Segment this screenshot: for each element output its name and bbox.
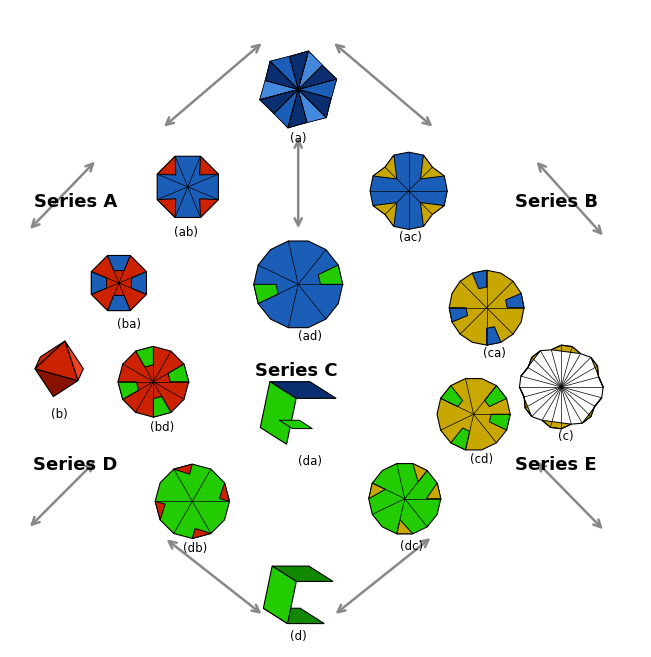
Text: (cd): (cd): [470, 453, 493, 466]
Polygon shape: [279, 420, 312, 428]
Polygon shape: [200, 199, 218, 217]
Polygon shape: [318, 265, 342, 284]
Text: (da): (da): [298, 455, 322, 468]
Polygon shape: [260, 61, 298, 100]
Polygon shape: [91, 256, 146, 311]
Polygon shape: [450, 428, 470, 450]
Text: (d): (d): [290, 630, 307, 643]
Polygon shape: [107, 256, 130, 271]
Polygon shape: [91, 271, 107, 294]
Text: (a): (a): [290, 131, 307, 145]
Polygon shape: [421, 202, 444, 227]
Polygon shape: [441, 386, 463, 407]
Text: (ba): (ba): [117, 318, 141, 331]
Text: Series B: Series B: [514, 193, 598, 211]
Text: (db): (db): [184, 541, 208, 555]
Polygon shape: [65, 341, 83, 380]
Text: (ac): (ac): [398, 231, 421, 244]
Polygon shape: [413, 464, 427, 482]
Text: Series C: Series C: [255, 362, 338, 380]
Polygon shape: [370, 152, 447, 229]
Polygon shape: [519, 387, 532, 417]
Polygon shape: [490, 415, 510, 430]
Polygon shape: [266, 61, 298, 89]
Polygon shape: [135, 346, 154, 367]
Polygon shape: [551, 345, 581, 353]
Polygon shape: [200, 156, 218, 175]
Polygon shape: [426, 483, 441, 499]
Polygon shape: [254, 284, 278, 304]
Polygon shape: [421, 155, 444, 179]
Polygon shape: [260, 382, 296, 444]
Polygon shape: [272, 566, 333, 581]
Polygon shape: [264, 608, 324, 623]
Polygon shape: [155, 464, 230, 539]
Polygon shape: [157, 156, 218, 217]
Polygon shape: [591, 357, 603, 387]
Polygon shape: [288, 89, 326, 128]
Polygon shape: [107, 296, 130, 311]
Polygon shape: [35, 341, 65, 369]
Text: (b): (b): [51, 409, 68, 421]
Polygon shape: [449, 307, 467, 322]
Polygon shape: [449, 270, 524, 345]
Polygon shape: [270, 51, 309, 89]
Polygon shape: [484, 386, 506, 407]
Polygon shape: [260, 89, 298, 128]
Polygon shape: [298, 89, 331, 118]
Polygon shape: [35, 369, 78, 397]
Polygon shape: [132, 271, 146, 294]
Polygon shape: [298, 79, 337, 118]
Polygon shape: [298, 51, 337, 89]
Text: (dc): (dc): [400, 539, 422, 553]
Polygon shape: [582, 397, 602, 423]
Text: (bd): (bd): [150, 420, 174, 434]
Polygon shape: [270, 382, 336, 398]
Polygon shape: [168, 364, 189, 382]
Polygon shape: [157, 156, 176, 175]
Polygon shape: [154, 396, 171, 417]
Polygon shape: [254, 241, 342, 328]
Polygon shape: [506, 294, 524, 307]
Polygon shape: [368, 464, 441, 533]
Polygon shape: [290, 51, 309, 89]
Polygon shape: [174, 464, 192, 474]
Polygon shape: [219, 483, 230, 501]
Polygon shape: [521, 351, 540, 376]
Polygon shape: [192, 528, 211, 539]
Text: Series E: Series E: [516, 456, 597, 474]
Text: Series A: Series A: [34, 193, 117, 211]
Text: (ca): (ca): [483, 347, 506, 359]
Polygon shape: [437, 378, 510, 450]
Polygon shape: [472, 270, 486, 288]
Polygon shape: [373, 202, 397, 227]
Polygon shape: [157, 199, 176, 217]
Polygon shape: [486, 327, 501, 345]
Polygon shape: [298, 66, 337, 89]
Polygon shape: [288, 89, 307, 128]
Polygon shape: [542, 420, 572, 429]
Text: (c): (c): [558, 430, 574, 443]
Polygon shape: [368, 483, 385, 499]
Text: Series D: Series D: [33, 456, 118, 474]
Polygon shape: [35, 341, 78, 380]
Text: (ad): (ad): [298, 330, 322, 343]
Polygon shape: [260, 89, 298, 114]
Text: (ab): (ab): [174, 226, 198, 239]
Polygon shape: [118, 382, 139, 399]
Polygon shape: [373, 155, 397, 179]
Polygon shape: [396, 520, 413, 533]
Polygon shape: [264, 566, 296, 623]
Polygon shape: [118, 346, 189, 417]
Polygon shape: [260, 51, 337, 128]
Polygon shape: [155, 501, 165, 520]
